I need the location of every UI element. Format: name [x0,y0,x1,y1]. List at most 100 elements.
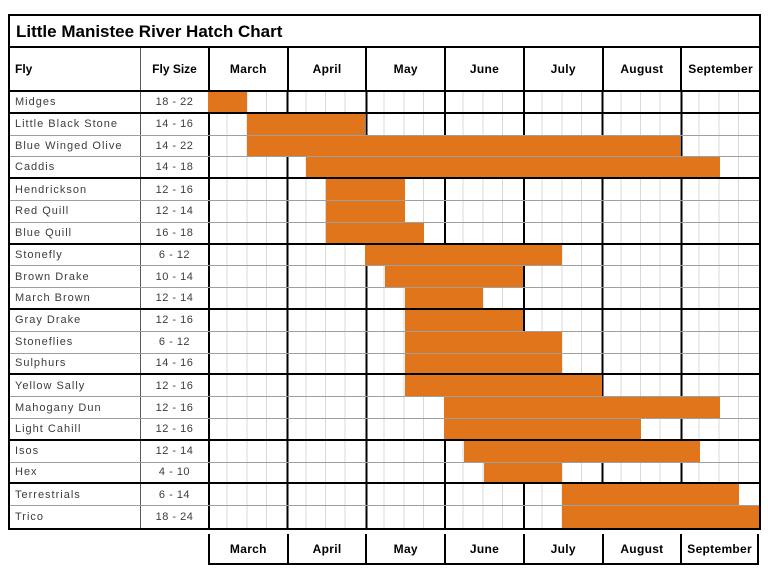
hatch-row: Light Cahill 12 - 16 [10,418,759,441]
hatch-row: Terrestrials 6 - 14 [10,484,759,507]
month-footer-5: August [601,534,681,565]
hatch-row: Little Black Stone 14 - 16 [10,113,759,136]
fly-size: 14 - 16 [140,353,208,374]
hatch-bar [326,179,405,200]
hatch-bar [444,397,720,418]
month-header-0: March [208,48,287,90]
hatch-row: Isos 12 - 14 [10,440,759,463]
hatch-row: Midges 18 - 22 [10,92,759,114]
hatch-bar [463,440,700,462]
fly-size: 16 - 18 [140,222,208,243]
month-header-4: July [522,48,602,90]
fly-name: Blue Quill [15,226,73,239]
fly-name: Isos [15,445,40,458]
fly-name: Yellow Sally [15,379,86,392]
hatch-row: Hendrickson 12 - 16 [10,179,759,201]
fly-name: Brown Drake [15,270,90,283]
hatch-bar [562,484,740,506]
hatch-row: Stonefly 6 - 12 [10,244,759,267]
fly-column-header: Fly [15,62,33,76]
hatch-strip [208,397,759,418]
fly-size: 12 - 14 [140,440,208,462]
hatch-row: Blue Quill 16 - 18 [10,222,759,245]
fly-size: 14 - 16 [140,113,208,135]
fly-name: Stoneflies [15,336,74,349]
hatch-row: Mahogany Dun 12 - 16 [10,397,759,419]
hatch-row: Sulphurs 14 - 16 [10,353,759,376]
hatch-bar [306,157,720,178]
hatch-row: Yellow Sally 12 - 16 [10,375,759,398]
hatch-bar [404,288,484,308]
fly-size: 12 - 16 [140,375,208,397]
fly-size: 12 - 14 [140,288,208,308]
month-footer-1: April [286,534,366,565]
hatch-strip [208,462,759,483]
fly-size: 12 - 14 [140,200,208,222]
hatch-strip [208,288,759,308]
month-footer-6: September [680,534,759,565]
fly-size: 18 - 22 [140,92,208,112]
chart-body: Midges 18 - 22 Little Black Stone 14 - 16 Bl… [10,92,759,528]
fly-name: Little Black Stone [15,118,118,131]
fly-name: Midges [15,95,57,108]
fly-name: Sulphurs [15,357,67,370]
column-header-row: Fly Fly Size March April May June July August… [10,48,759,92]
fly-size: 10 - 14 [140,266,208,288]
fly-size: 4 - 10 [140,462,208,483]
month-header-1: April [286,48,366,90]
month-header-6: September [680,48,759,90]
hatch-bar [326,222,425,243]
hatch-strip [208,440,759,462]
hatch-bar [444,418,641,439]
fly-size-column-header: Fly Size [140,48,208,90]
fly-name: Stonefly [15,248,63,261]
fly-name: Terrestrials [15,488,81,501]
hatch-strip [208,484,759,506]
fly-name: Light Cahill [15,422,82,435]
fly-name: Trico [15,511,45,524]
month-footer-4: July [522,534,602,565]
hatch-bar [404,353,563,374]
hatch-bar [385,266,523,288]
hatch-row: Blue Winged Olive 14 - 22 [10,135,759,158]
hatch-bar [562,506,759,528]
fly-size: 12 - 16 [140,418,208,439]
hatch-strip [208,266,759,288]
month-footer-row: March April May June July August September [8,534,761,565]
fly-name: Blue Winged Olive [15,139,123,152]
hatch-strip [208,179,759,200]
hatch-strip [208,135,759,157]
month-footer-0: March [208,534,287,565]
hatch-strip [208,506,759,528]
hatch-strip [208,353,759,374]
hatch-bar [404,375,602,397]
fly-size: 14 - 22 [140,135,208,157]
hatch-row: Brown Drake 10 - 14 [10,266,759,289]
month-footer-2: May [365,534,445,565]
hatch-row: Hex 4 - 10 [10,462,759,485]
hatch-strip [208,418,759,439]
fly-size: 6 - 12 [140,331,208,353]
hatch-bar [483,462,563,483]
fly-name: Hendrickson [15,183,88,196]
fly-name: Red Quill [15,205,70,218]
chart-title: Little Manistee River Hatch Chart [10,16,759,48]
hatch-strip [208,157,759,178]
hatch-bar [247,135,681,157]
fly-size: 12 - 16 [140,309,208,331]
hatch-bar [247,113,366,135]
fly-size: 6 - 12 [140,244,208,266]
month-header-5: August [601,48,681,90]
fly-name: Mahogany Dun [15,401,102,414]
hatch-strip [208,222,759,243]
hatch-strip [208,309,759,331]
month-footer-3: June [444,534,523,565]
hatch-row: Caddis 14 - 18 [10,157,759,180]
fly-size: 12 - 16 [140,179,208,200]
hatch-row: Red Quill 12 - 14 [10,200,759,223]
hatch-bar [326,200,405,222]
hatch-strip [208,92,759,112]
hatch-row: Stoneflies 6 - 12 [10,331,759,354]
fly-size: 14 - 18 [140,157,208,178]
